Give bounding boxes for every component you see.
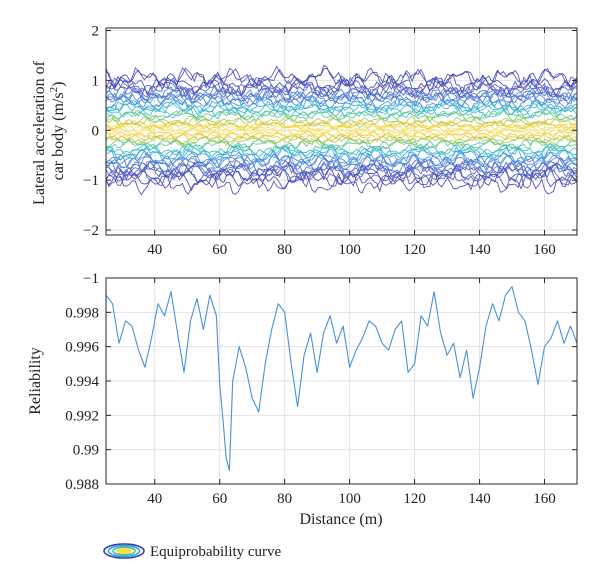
bottom-chart: 40 60 80 100 120 140 160 0.988 0.99 0.992 0.994 0.9… (27, 271, 578, 528)
bottom-x-tick-label: 60 (212, 491, 227, 507)
top-x-tick-label: 80 (277, 242, 292, 258)
equiprobability-contour (105, 151, 578, 172)
reliability-line (105, 286, 578, 471)
top-y-tick-label: −2 (83, 223, 99, 239)
top-chart: 40 60 80 100 120 140 160 −2 −1 0 1 2 Lateral accele… (31, 23, 578, 258)
bottom-x-tick-label: 100 (338, 491, 361, 507)
bottom-y-tick-label: 0.996 (65, 340, 99, 356)
bottom-y-tick-label: 0.99 (73, 443, 99, 459)
bottom-y-tick-label: 0.992 (65, 408, 99, 424)
top-y-axis-label-superscript: 2 (48, 87, 60, 93)
top-ticks: 40 60 80 100 120 140 160 −2 −1 0 1 2 (83, 23, 577, 258)
top-y-tick-label: −1 (83, 173, 99, 189)
bottom-y-tick-label: 0.998 (65, 305, 99, 321)
top-y-axis-label-line-1: Lateral acceleration of (31, 60, 48, 205)
top-contours (105, 64, 578, 196)
bottom-y-tick-label: −1 (83, 271, 99, 287)
legend-ring (112, 546, 136, 556)
equiprobability-contour (105, 127, 578, 138)
equiprobability-contour (105, 133, 578, 146)
bottom-y-tick-label: 0.994 (65, 374, 99, 390)
equiprobability-contour (105, 104, 578, 120)
top-y-tick-label: 1 (92, 73, 100, 89)
equiprobability-contour (105, 122, 578, 133)
equiprobability-contour (105, 82, 578, 104)
equiprobability-contour (105, 90, 578, 110)
equiprobability-contour (105, 127, 578, 139)
bottom-x-tick-label: 140 (468, 491, 491, 507)
equiprobability-contour (105, 161, 578, 182)
bottom-y-tick-label: 0.988 (65, 477, 99, 493)
top-y-axis-label-line-2: car body (m/s (50, 92, 67, 180)
top-x-tick-label: 40 (147, 242, 162, 258)
equiprobability-contour (105, 98, 578, 114)
equiprobability-contour (105, 64, 578, 90)
top-x-tick-label: 140 (468, 242, 491, 258)
top-y-tick-label: 0 (92, 123, 100, 139)
bottom-ticks: 40 60 80 100 120 140 160 0.988 0.99 0.992 0.994 0.9… (65, 271, 577, 507)
equiprobability-contour (105, 152, 578, 172)
equiprobability-contour (105, 115, 578, 128)
equiprobability-contour (105, 119, 578, 132)
legend-label: Equiprobability curve (150, 544, 282, 560)
bottom-x-tick-label: 40 (147, 491, 162, 507)
equiprobability-contour (105, 171, 578, 196)
bottom-lines (105, 286, 578, 471)
equiprobability-contour (105, 157, 578, 180)
top-y-axis-label: Lateral acceleration of car body (m/s2) (31, 57, 67, 205)
equiprobability-contour (105, 122, 578, 134)
equiprobability-contour (105, 144, 578, 163)
top-x-tick-label: 100 (338, 242, 361, 258)
top-y-tick-label: 2 (92, 23, 100, 39)
equiprobability-contour (105, 142, 578, 158)
equiprobability-contour (105, 109, 578, 122)
equiprobability-contour (105, 135, 578, 148)
bottom-x-tick-label: 80 (277, 491, 292, 507)
legend: Equiprobability curve (103, 543, 282, 560)
top-x-tick-label: 120 (403, 242, 426, 258)
equiprobability-contour (105, 167, 578, 193)
equiprobability-contour (105, 102, 578, 118)
legend-ring (107, 544, 141, 558)
bottom-x-tick-label: 160 (533, 491, 556, 507)
top-x-tick-label: 60 (212, 242, 227, 258)
legend-ring (116, 547, 132, 554)
bottom-y-axis-label: Reliability (27, 347, 44, 415)
top-plot-background (106, 28, 577, 235)
top-y-axis-label-close: ) (50, 82, 67, 87)
bottom-x-axis-label: Distance (m) (299, 511, 382, 528)
equiprobability-contour (105, 138, 578, 152)
legend-ring (103, 543, 145, 559)
top-plot-frame (105, 27, 578, 236)
equiprobability-contour (105, 84, 578, 105)
bottom-x-tick-label: 120 (403, 491, 426, 507)
equiprobability-legend-icon (103, 543, 145, 559)
equiprobability-contour (105, 115, 578, 129)
equiprobability-contour (105, 109, 578, 123)
equiprobability-contour (105, 77, 578, 101)
top-x-tick-label: 160 (533, 242, 556, 258)
